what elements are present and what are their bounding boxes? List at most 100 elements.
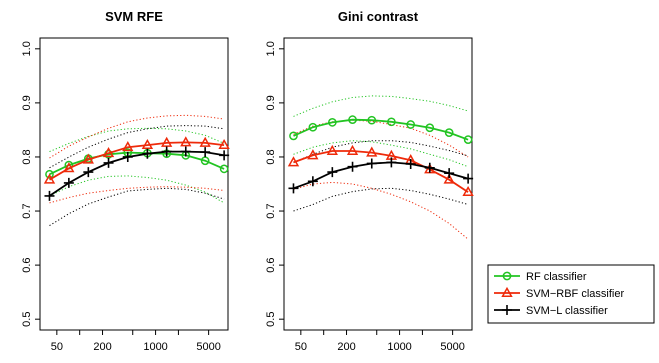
series-2-point	[366, 146, 378, 157]
series-2-point	[63, 162, 75, 173]
chart-title: Gini contrast	[338, 9, 419, 24]
series-3-point	[347, 161, 358, 172]
series-1-point	[444, 128, 454, 137]
series-2-point	[326, 144, 338, 155]
x-tick-label: 5000	[440, 341, 464, 353]
series-line-2	[49, 141, 225, 181]
series-3-band-lower	[293, 187, 469, 212]
series-1-point	[327, 118, 337, 127]
y-tick-label: 0.9	[265, 95, 277, 110]
series-1-point	[348, 115, 357, 125]
y-tick-label: 0.6	[265, 257, 277, 272]
series-line-1	[293, 118, 469, 141]
legend-label: SVM−RBF classifier	[526, 288, 624, 300]
y-tick-label: 1.0	[265, 41, 277, 56]
series-1-point	[219, 164, 229, 174]
x-tick-label: 1000	[387, 341, 411, 353]
series-3-point	[161, 146, 172, 157]
series-1-point	[425, 123, 435, 133]
series-1-band-lower	[49, 175, 225, 204]
series-1-point	[200, 156, 210, 166]
series-3-point	[386, 157, 397, 168]
series-2-point	[82, 153, 94, 164]
y-tick-label: 0.8	[265, 149, 277, 164]
series-2-point	[287, 156, 300, 167]
x-tick-label: 50	[295, 341, 307, 353]
legend-label: RF classifier	[526, 271, 587, 283]
series-3-point	[327, 167, 338, 178]
series-2-point	[199, 136, 211, 147]
series-3-point	[463, 173, 474, 184]
series-3-point	[307, 176, 318, 187]
plot-frame	[39, 37, 229, 331]
legend-label: SVM−L classifier	[526, 305, 608, 317]
series-2-point	[141, 138, 154, 150]
series-1-point	[308, 122, 318, 132]
y-tick-label: 0.5	[265, 312, 277, 327]
y-tick-label: 0.7	[21, 203, 33, 218]
legend-box	[487, 264, 655, 324]
series-line-1	[49, 151, 225, 176]
series-3-point	[142, 148, 153, 159]
chart-panel-2: Gini contrast 0.5 0.6 0.7 0.8 0.9 1.0 50 200 1000…	[265, 9, 474, 353]
series-2-band-lower	[293, 181, 469, 240]
legend-marker	[501, 286, 513, 297]
series-1-band-upper	[293, 95, 469, 117]
chart-title: SVM RFE	[105, 9, 163, 24]
series-3-band-upper	[293, 140, 469, 163]
series-2-point	[218, 138, 230, 150]
chart-legend: RF classifier SVM−RBF classifier SVM−L cla…	[487, 264, 655, 324]
series-line-2	[293, 150, 469, 193]
series-1-point	[367, 115, 377, 125]
y-tick-label: 0.8	[21, 149, 33, 164]
plot-frame	[283, 37, 473, 331]
y-tick-label: 0.7	[265, 203, 277, 218]
series-3-point	[424, 162, 435, 173]
x-tick-label: 200	[337, 341, 355, 353]
series-1-point	[45, 169, 54, 179]
series-3-point	[103, 157, 114, 168]
series-line-3	[48, 150, 225, 197]
x-tick-label: 200	[93, 341, 111, 353]
series-2-point	[43, 173, 56, 184]
y-tick-label: 0.9	[21, 95, 33, 110]
series-1-band-upper	[49, 127, 225, 153]
series-3-point	[63, 177, 74, 188]
series-3-point	[366, 158, 377, 169]
series-1-point	[387, 117, 396, 127]
series-2-point	[122, 141, 134, 152]
series-2-point	[346, 144, 359, 155]
y-tick-label: 0.5	[21, 312, 33, 327]
series-3-point	[405, 158, 416, 169]
series-3-point	[288, 183, 299, 194]
series-2-point	[180, 136, 192, 147]
series-2-point	[307, 149, 319, 160]
x-tick-label: 5000	[196, 341, 220, 353]
legend-marker	[502, 271, 512, 281]
chart-panel-1: SVM RFE 0.5 0.6 0.7 0.8 0.9 1.0 50 200 1000 5000	[21, 9, 230, 353]
series-3-point	[219, 150, 230, 161]
series-2-point	[443, 173, 455, 184]
series-line-3	[293, 161, 469, 190]
legend-marker	[502, 305, 512, 315]
series-1-point	[289, 131, 298, 141]
series-3-band-lower	[49, 187, 225, 227]
series-2-point	[462, 185, 474, 197]
series-1-band-lower	[293, 140, 469, 168]
series-1-point	[406, 120, 416, 129]
series-3-point	[200, 147, 211, 158]
x-tick-label: 50	[51, 341, 63, 353]
series-2-point	[161, 136, 173, 147]
series-2-point	[102, 147, 115, 158]
series-1-point	[463, 135, 473, 145]
y-tick-label: 0.6	[21, 257, 33, 272]
series-3-point	[83, 167, 94, 178]
series-3-point	[444, 168, 455, 179]
x-tick-label: 1000	[143, 341, 167, 353]
series-3-point	[122, 151, 133, 162]
series-3-point	[44, 190, 55, 201]
series-3-band-upper	[49, 125, 225, 169]
y-tick-label: 1.0	[21, 41, 33, 56]
